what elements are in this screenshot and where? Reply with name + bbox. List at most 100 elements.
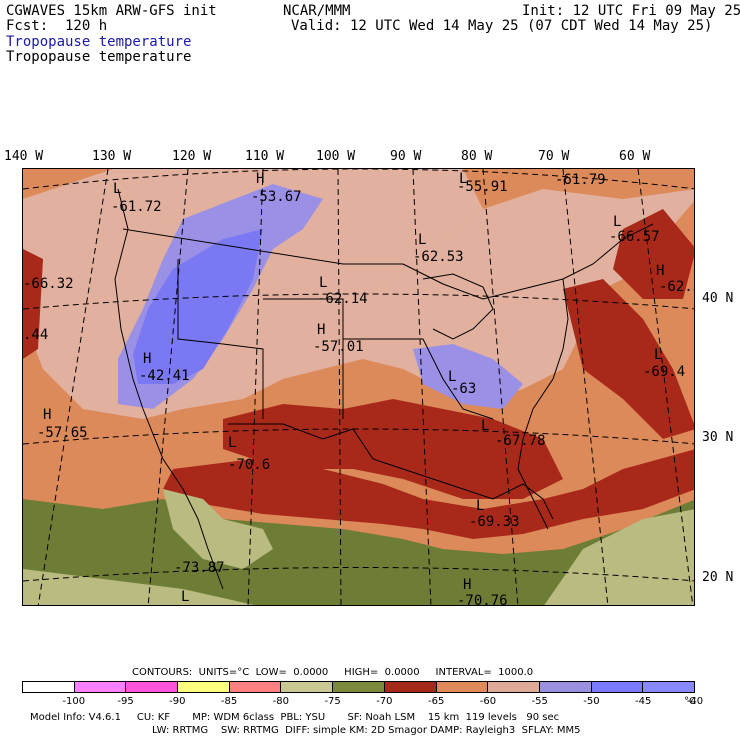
colorbar-swatch [436, 682, 489, 692]
low-marker: L [613, 214, 622, 230]
colorbar-tick: -45 [635, 696, 652, 707]
forecast-hour: Fcst: 120 h [6, 18, 108, 34]
coastline [517, 278, 569, 530]
colorbar-tick: -95 [117, 696, 134, 707]
colorbar [22, 681, 695, 693]
value-label: -63 [451, 381, 477, 397]
value-label: -62.14 [317, 291, 368, 307]
value-label: -53.67 [251, 189, 302, 205]
high-marker: H [143, 351, 152, 367]
colorbar-tick: -90 [169, 696, 186, 707]
border [402, 223, 654, 300]
graticule-line [37, 169, 109, 605]
border [122, 228, 403, 265]
colorbar-tick: -75 [324, 696, 341, 707]
high-marker: H [317, 322, 326, 338]
field-khaki [23, 569, 255, 605]
lon-label: 90 W [390, 149, 422, 164]
colorbar-swatch [488, 682, 540, 692]
colorbar-tick: -65 [427, 696, 445, 707]
graticule-line [147, 169, 189, 605]
low-marker: L [654, 347, 663, 363]
field-red [23, 249, 43, 359]
lat-label: 20 N [702, 570, 734, 585]
map-field [23, 169, 694, 605]
colorbar-tick: -50 [583, 696, 600, 707]
value-label: -61.72 [111, 199, 162, 215]
field-pink [113, 169, 483, 299]
colorbar-tick: -85 [220, 696, 238, 707]
colorbar-tick: -80 [272, 696, 290, 707]
value-label: -62.5 [659, 279, 694, 295]
high-marker: H [656, 263, 665, 279]
valid-time: Valid: 12 UTC Wed 14 May 25 (07 CDT Wed … [291, 18, 713, 34]
lon-label: 60 W [619, 149, 651, 164]
low-marker: L [476, 498, 485, 514]
value-label: -70.6 [228, 457, 271, 473]
field-purple-light [413, 344, 523, 409]
colorbar-swatch [23, 682, 75, 692]
graticule-line [23, 567, 694, 582]
init-time: Init: 12 UTC Fri 09 May 25 [522, 3, 740, 19]
graticule-line [23, 428, 694, 445]
value-label: -55.91 [457, 179, 508, 195]
colorbar-tick: -55 [531, 696, 548, 707]
colorbar-swatch [384, 682, 437, 692]
field-red [163, 449, 694, 539]
colorbar-tick: -60 [479, 696, 497, 707]
high-marker: H [43, 407, 52, 423]
value-label: -66.57 [609, 229, 660, 245]
field-title-secondary: Tropopause temperature [6, 49, 192, 65]
value-label: -69.4 [643, 364, 686, 380]
graticule-line [337, 169, 342, 605]
value-label: -67.78 [495, 433, 546, 449]
field-purple [133, 229, 263, 384]
colorbar-swatch [281, 682, 334, 692]
lon-label: 120 W [172, 149, 212, 164]
field-title: Tropopause temperature [6, 34, 192, 50]
low-marker: L [228, 435, 237, 451]
low-marker: L [418, 232, 427, 248]
map-panel: L -61.72 H -53.67 L -55.91 -61.79 -66.32… [22, 168, 695, 606]
colorbar-swatch [126, 682, 179, 692]
value-label: -42.41 [139, 368, 190, 384]
great-lakes [422, 273, 494, 340]
colorbar-swatch [333, 682, 385, 692]
contour-info: CONTOURS: UNITS=°C LOW= 0.0000 HIGH= 0.0… [132, 667, 534, 678]
colorbar-swatch [74, 682, 127, 692]
lat-label: 40 N [702, 291, 734, 306]
graticule-line [482, 169, 519, 605]
field-red [223, 399, 563, 499]
value-label: -73.87 [174, 560, 225, 576]
lon-label: 130 W [92, 149, 132, 164]
value-label: -57.01 [313, 339, 364, 355]
low-marker: L [319, 275, 328, 291]
field-khaki [163, 489, 273, 569]
colorbar-tick: -40 [686, 696, 704, 707]
low-marker: L [113, 181, 122, 197]
coastline [114, 188, 224, 590]
graticule-line [412, 169, 432, 605]
graticule-line [23, 169, 694, 190]
field-red [613, 209, 694, 299]
model-physics: LW: RRTMG SW: RRTMG DIFF: simple KM: 2D … [152, 725, 581, 736]
low-marker: L [459, 171, 468, 187]
model-info: Model Info: V4.6.1 CU: KF MP: WDM 6class… [30, 712, 560, 723]
state-border [263, 298, 344, 419]
value-label: -57.65 [37, 425, 88, 441]
colorbar-swatch [591, 682, 644, 692]
value-label: -70.76 [457, 593, 508, 606]
lon-label: 70 W [538, 149, 570, 164]
lon-label: 110 W [245, 149, 285, 164]
value-label: -62.53 [413, 249, 464, 265]
lon-label: 100 W [316, 149, 356, 164]
colorbar-swatch [229, 682, 282, 692]
model-name: CGWAVES 15km ARW-GFS init [6, 3, 217, 19]
colorbar-swatch [178, 682, 230, 692]
value-label: -61.79 [555, 172, 606, 188]
value-label: -69.33 [469, 514, 520, 530]
low-marker: L [181, 589, 190, 605]
value-label: .44 [23, 327, 49, 343]
colorbar-unit: °C [684, 696, 696, 707]
field-khaki [544, 509, 694, 605]
